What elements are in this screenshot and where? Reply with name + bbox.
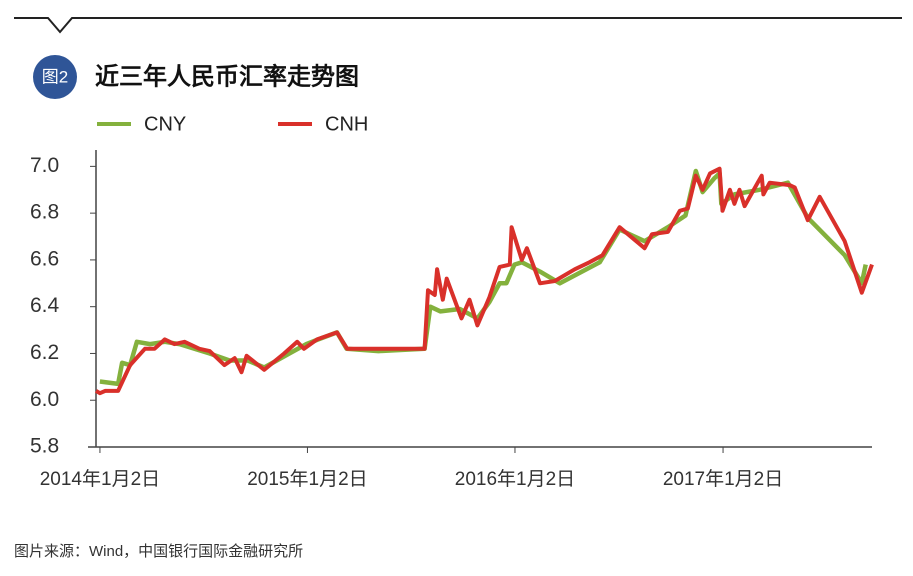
y-tick-label: 5.8 xyxy=(30,435,59,458)
y-tick-label: 6.0 xyxy=(30,388,59,411)
header-rule xyxy=(14,17,902,34)
chart-title: 近三年人民币汇率走势图 xyxy=(95,62,359,90)
source-note: 图片来源：Wind，中国银行国际金融研究所 xyxy=(14,543,303,560)
y-tick-label: 7.0 xyxy=(30,154,59,177)
legend-label: CNY xyxy=(144,113,186,135)
figure-label: 图2 xyxy=(42,67,68,86)
y-tick-label: 6.2 xyxy=(30,341,59,364)
y-tick-label: 6.4 xyxy=(30,294,60,317)
x-tick-label: 2017年1月2日 xyxy=(663,468,783,490)
x-tick-label: 2015年1月2日 xyxy=(247,468,367,490)
x-tick-label: 2014年1月2日 xyxy=(40,468,160,490)
y-tick-label: 6.6 xyxy=(30,247,59,270)
legend-label: CNH xyxy=(325,113,368,135)
y-tick-label: 6.8 xyxy=(30,201,59,224)
figure-badge xyxy=(33,55,77,99)
series-line xyxy=(99,168,868,387)
series-line xyxy=(94,166,874,396)
x-tick-label: 2016年1月2日 xyxy=(455,468,575,490)
